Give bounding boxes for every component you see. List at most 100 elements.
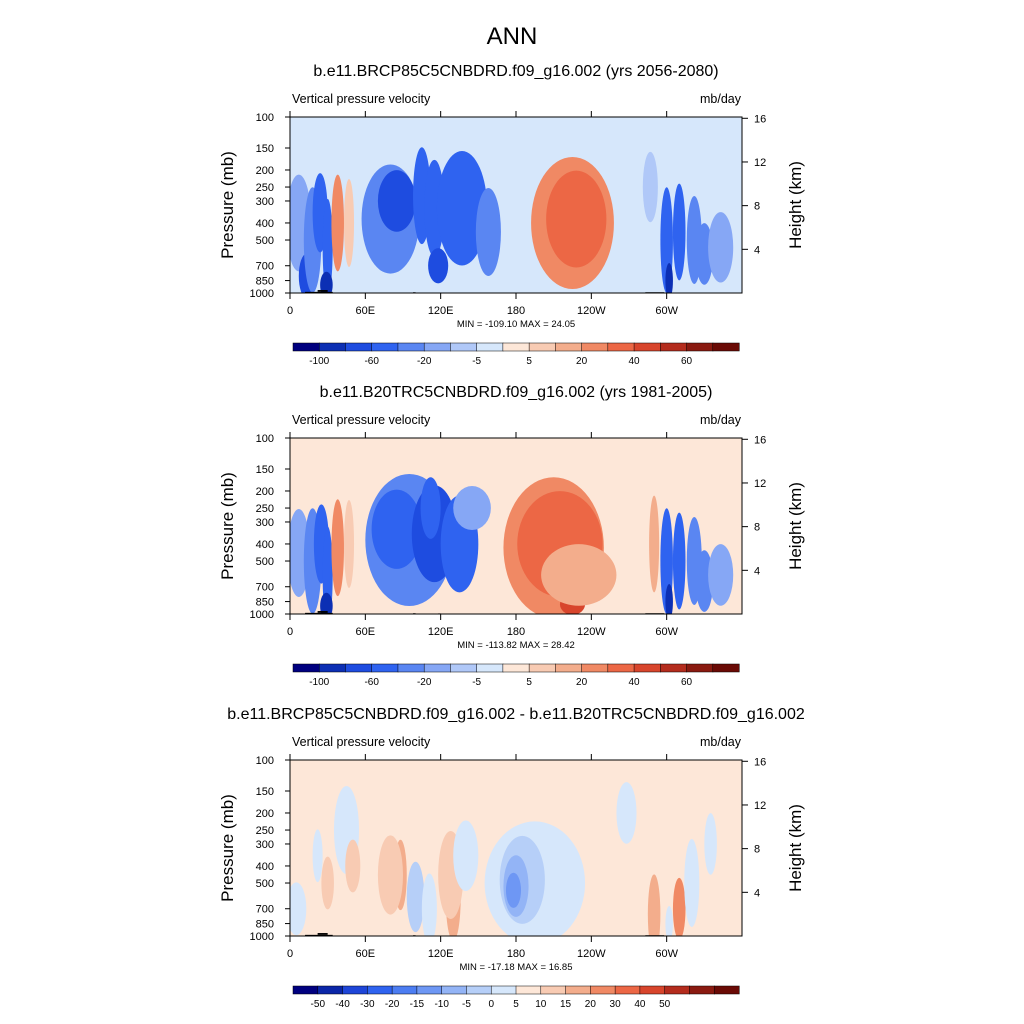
colorbar-label: 20: [576, 677, 588, 688]
y-tick-label: 1000: [250, 931, 274, 943]
contour-region: [406, 861, 425, 933]
colorbar-swatch: [565, 985, 591, 995]
colorbar-label: -20: [385, 999, 400, 1010]
y-tick-label: 700: [256, 904, 274, 916]
contour-region: [322, 526, 333, 614]
contour-region: [453, 486, 491, 531]
colorbar-label: 5: [526, 677, 532, 688]
panel-3: b.e11.BRCP85C5CNBDRD.f09_g16.002 - b.e11…: [218, 706, 805, 1010]
colorbar-swatch: [292, 342, 320, 352]
y-tick-label: 850: [256, 276, 274, 288]
y-tick-label: 200: [256, 165, 274, 177]
y2-tick-label: 8: [754, 522, 760, 534]
colorbar-swatch: [397, 663, 425, 673]
colorbar-label: -50: [311, 999, 326, 1010]
colorbar-swatch: [607, 342, 635, 352]
y2-tick-label: 4: [754, 244, 760, 256]
colorbar-label: 60: [681, 677, 693, 688]
x-tick-label: 120E: [428, 305, 454, 317]
colorbar-swatch: [441, 985, 467, 995]
y-tick-label: 250: [256, 503, 274, 515]
colorbar-swatch: [490, 985, 517, 995]
contour-region: [420, 477, 441, 539]
colorbar-swatch: [614, 985, 641, 995]
colorbar-swatch: [466, 985, 492, 995]
topography: [305, 934, 333, 936]
x-tick-label: 120W: [577, 948, 606, 960]
colorbar-swatch: [660, 663, 688, 673]
contour-region: [546, 170, 607, 268]
colorbar-swatch: [450, 342, 478, 352]
contour-region: [290, 882, 307, 936]
contour-region: [377, 835, 404, 915]
right-label: mb/day: [700, 735, 742, 749]
colorbar-swatch: [639, 985, 666, 995]
colorbar-label: -60: [364, 356, 379, 367]
colorbar-label: -100: [309, 677, 329, 688]
colorbar-swatch: [528, 663, 556, 673]
y2-tick-label: 16: [754, 756, 766, 768]
colorbar-swatch: [423, 663, 451, 673]
panel-title: b.e11.BRCP85C5CNBDRD.f09_g16.002 - b.e11…: [227, 706, 805, 723]
y-tick-label: 500: [256, 235, 274, 247]
colorbar-swatch: [515, 985, 542, 995]
colorbar: -100 -60 -20 -5 5 20 40 60: [292, 342, 740, 367]
panel-title: b.e11.BRCP85C5CNBDRD.f09_g16.002 (yrs 20…: [313, 63, 718, 80]
colorbar-swatch: [633, 663, 661, 673]
y-tick-label: 300: [256, 517, 274, 529]
contour-region: [672, 877, 686, 936]
colorbar-label: 40: [634, 999, 646, 1010]
colorbar-swatch: [712, 342, 740, 352]
left-label: Vertical pressure velocity: [292, 92, 431, 106]
colorbar-swatch: [317, 985, 344, 995]
y-tick-label: 250: [256, 182, 274, 194]
contour-region: [475, 187, 501, 276]
x-tick-label: 60W: [655, 948, 678, 960]
colorbar-swatch: [502, 342, 530, 352]
colorbar: -50 -40 -30 -20 -15 -10 -5 0 5 10 15 20 30 40 50: [292, 985, 740, 1010]
colorbar-swatch: [342, 985, 368, 995]
y-tick-label: 200: [256, 486, 274, 498]
colorbar-label: 15: [560, 999, 572, 1010]
y-tick-label: 200: [256, 808, 274, 820]
contour-region: [345, 839, 361, 893]
y-tick-label: 100: [256, 112, 274, 124]
x-tick-label: 60E: [356, 948, 376, 960]
y2-tick-label: 16: [754, 113, 766, 125]
colorbar-label: 30: [610, 999, 622, 1010]
colorbar-label: 40: [628, 356, 640, 367]
colorbar-swatch: [502, 663, 530, 673]
colorbar-label: -60: [364, 677, 379, 688]
topography: [305, 612, 333, 614]
y-tick-label: 100: [256, 433, 274, 445]
left-label: Vertical pressure velocity: [292, 735, 431, 749]
y2-axis-label: Height (km): [786, 161, 805, 249]
min-max-stats: MIN = -113.82 MAX = 28.42: [457, 640, 575, 651]
colorbar-label: -5: [472, 356, 481, 367]
contour-region: [377, 170, 416, 232]
colorbar-swatch: [391, 985, 418, 995]
x-tick-label: 60E: [356, 626, 376, 638]
contour-region: [331, 499, 344, 597]
contour-region: [320, 592, 333, 614]
colorbar-label: 10: [535, 999, 547, 1010]
contour-region: [371, 489, 422, 569]
right-label: mb/day: [700, 413, 742, 427]
colorbar-swatch: [686, 663, 714, 673]
x-tick-label: 180: [507, 305, 525, 317]
colorbar-label: -40: [335, 999, 350, 1010]
contour-region: [642, 151, 658, 223]
contour-region: [723, 130, 742, 166]
colorbar-swatch: [664, 985, 690, 995]
topography: [317, 290, 328, 292]
y-tick-label: 1000: [250, 609, 274, 621]
colorbar-swatch: [660, 342, 688, 352]
colorbar-label: -20: [417, 356, 432, 367]
y-tick-label: 500: [256, 878, 274, 890]
colorbar-swatch: [318, 342, 347, 352]
contour-region: [672, 512, 686, 610]
contour-field: [290, 438, 742, 614]
y-tick-label: 250: [256, 825, 274, 837]
colorbar-swatch: [476, 342, 504, 352]
